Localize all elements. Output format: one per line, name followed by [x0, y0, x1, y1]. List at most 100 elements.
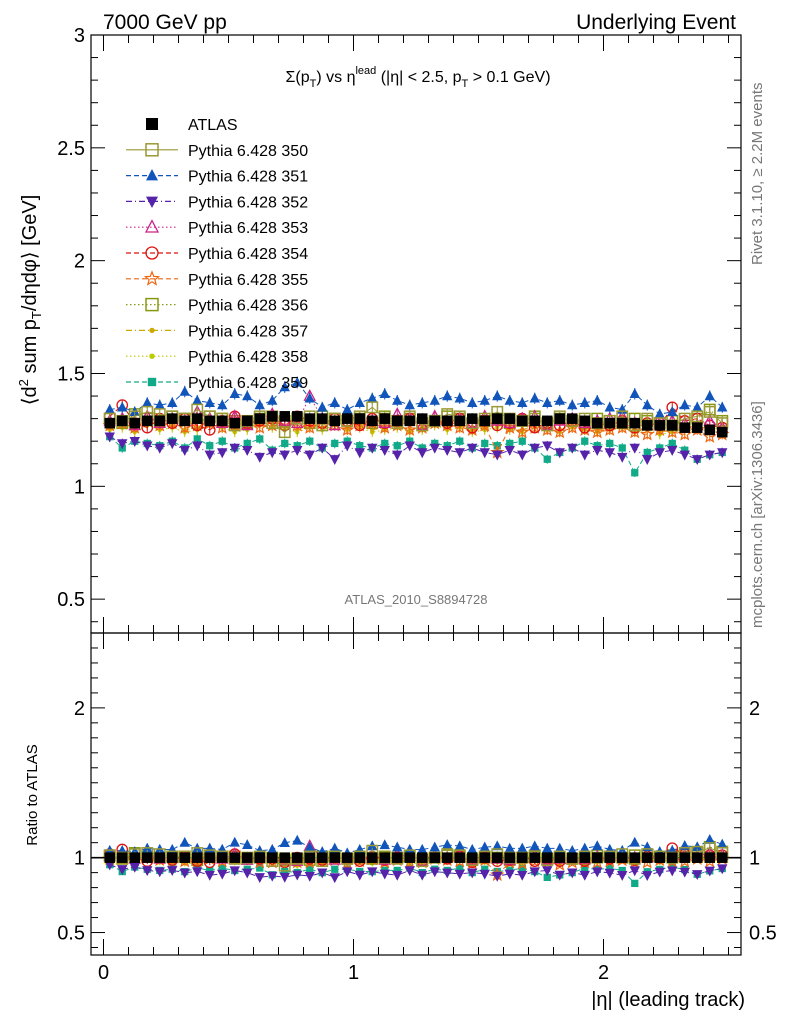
data-point	[481, 439, 489, 448]
data-point	[281, 439, 289, 448]
ratio-point	[717, 838, 728, 849]
ratio-point	[442, 839, 453, 850]
data-point	[117, 401, 128, 412]
data-point	[179, 446, 190, 456]
legend-entry: Pythia 6.428 350	[126, 143, 308, 160]
data-point	[104, 417, 115, 429]
data-point	[554, 394, 565, 405]
data-point	[304, 450, 315, 461]
data-point	[252, 420, 267, 434]
data-point	[442, 446, 453, 456]
ratio-point	[204, 870, 215, 881]
data-point	[206, 442, 214, 450]
data-point	[504, 446, 515, 456]
data-point	[542, 397, 553, 407]
data-point	[167, 439, 178, 450]
data-point	[618, 444, 626, 452]
ratio-point	[529, 867, 540, 878]
data-point	[567, 413, 578, 424]
ratio-point	[554, 842, 565, 853]
data-point	[217, 448, 228, 459]
legend-label: Pythia 6.428 356	[188, 298, 308, 315]
ratio-point	[254, 852, 265, 863]
ratio-point	[117, 865, 128, 875]
data-point	[142, 441, 153, 452]
ratio-point	[217, 869, 228, 880]
legend-marker	[144, 219, 160, 233]
data-point	[604, 401, 615, 412]
legend-marker	[146, 196, 158, 208]
data-point	[254, 399, 265, 410]
data-point	[542, 441, 553, 452]
ratio-point	[192, 852, 203, 863]
data-point	[592, 417, 603, 429]
ratio-point	[692, 852, 703, 863]
ratio-point	[604, 868, 615, 879]
data-point	[604, 448, 615, 459]
legend-marker	[145, 246, 159, 260]
data-point	[179, 385, 190, 396]
ratio-point	[429, 867, 440, 878]
side-label-lower: mcplots.cern.ch [arXiv:1306.3436]	[749, 401, 766, 628]
data-point	[167, 413, 178, 424]
ratio-point	[592, 867, 603, 878]
legend-entry: Pythia 6.428 357	[126, 323, 308, 340]
legend-label: Pythia 6.428 355	[188, 272, 308, 289]
data-point	[590, 424, 605, 439]
side-label-upper: Rivet 3.1.10, ≥ 2.2M events	[749, 83, 766, 266]
ratio-point	[617, 844, 628, 855]
data-point	[654, 448, 665, 459]
ratio-point	[542, 852, 553, 863]
legend-label: Pythia 6.428 353	[188, 220, 308, 237]
y-tick-label: 2	[74, 251, 85, 273]
ratio-point	[479, 852, 490, 863]
ratio-point	[304, 841, 315, 852]
legend-label: Pythia 6.428 354	[188, 246, 308, 263]
ratio-point	[704, 866, 715, 877]
data-point	[717, 448, 728, 459]
data-point	[229, 388, 240, 398]
ratio-point	[504, 842, 515, 853]
data-point	[629, 417, 640, 429]
series-351	[104, 376, 728, 420]
ratio-point	[629, 836, 640, 847]
data-point	[529, 443, 540, 454]
data-point	[292, 411, 303, 422]
ratio-point	[229, 852, 240, 863]
data-point	[554, 448, 565, 459]
ratio-point	[104, 852, 115, 863]
ratio-point	[642, 841, 653, 852]
ratio-point	[367, 867, 378, 878]
data-point	[229, 417, 240, 429]
y-tick-label: 1	[74, 476, 85, 498]
ratio-point	[104, 860, 115, 871]
legend-marker	[143, 270, 161, 286]
series-359	[106, 431, 726, 478]
data-point	[279, 381, 290, 392]
ratio-point	[242, 868, 253, 879]
ratio-point	[379, 869, 390, 880]
ratio-point	[417, 843, 428, 854]
ratio-point	[392, 841, 403, 852]
ratio-point	[429, 841, 440, 852]
main-ylabel: ⟨d2 sum pT/dηdφ⟩ [GeV]	[16, 195, 44, 406]
ratio-point	[317, 852, 328, 863]
ratio-point	[306, 865, 314, 873]
header-left: 7000 GeV pp	[103, 11, 227, 34]
data-point	[692, 401, 703, 412]
ratio-point	[679, 867, 690, 878]
data-point	[654, 408, 665, 419]
data-point	[306, 437, 314, 445]
data-point	[629, 443, 640, 454]
series-352	[104, 431, 728, 465]
ratio-point	[618, 866, 626, 875]
series-line	[109, 394, 723, 429]
ratio-point	[679, 852, 690, 863]
ratio-point	[254, 845, 265, 855]
ratio-point	[218, 864, 226, 872]
data-point	[517, 450, 528, 461]
data-point	[367, 443, 378, 454]
main-panel: 0.5 1 1.5 2 2.5 3	[57, 25, 742, 634]
data-point	[204, 397, 215, 407]
